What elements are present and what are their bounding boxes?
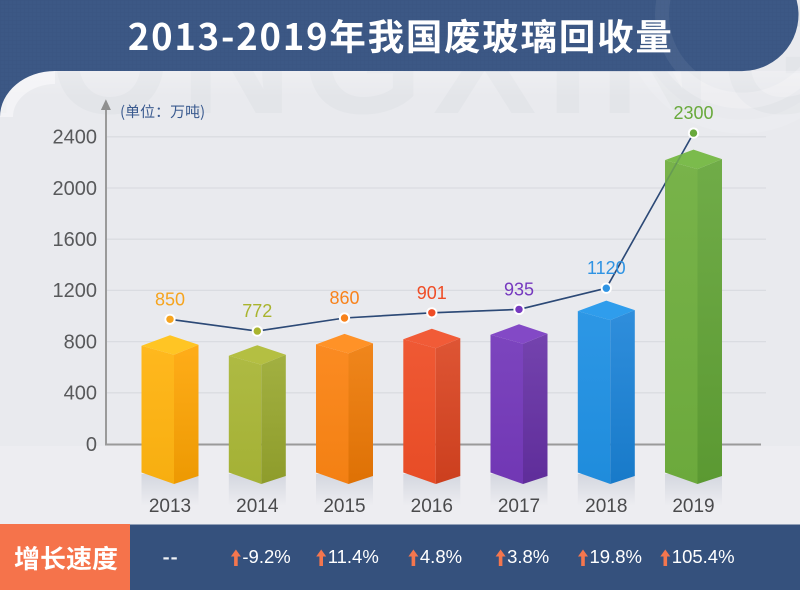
- svg-text:901: 901: [417, 283, 447, 303]
- svg-text:3.8%: 3.8%: [507, 546, 549, 567]
- svg-text:2016: 2016: [411, 496, 453, 517]
- svg-text:4.8%: 4.8%: [420, 546, 462, 567]
- svg-text:2019: 2019: [672, 496, 714, 517]
- svg-text:1200: 1200: [53, 280, 98, 302]
- svg-text:1120: 1120: [587, 258, 626, 278]
- svg-text:2018: 2018: [585, 496, 627, 517]
- svg-text:11.4%: 11.4%: [328, 546, 379, 567]
- svg-text:850: 850: [155, 289, 185, 309]
- svg-text:935: 935: [504, 279, 534, 299]
- svg-text:2013: 2013: [149, 496, 191, 517]
- svg-text:772: 772: [242, 301, 272, 321]
- svg-text:0: 0: [86, 434, 97, 456]
- svg-text:2015: 2015: [323, 496, 365, 517]
- svg-text:2017: 2017: [498, 496, 540, 517]
- svg-text:2400: 2400: [53, 127, 98, 149]
- svg-text:1600: 1600: [53, 229, 98, 251]
- svg-text:400: 400: [64, 383, 97, 405]
- svg-text:2300: 2300: [673, 103, 713, 123]
- svg-text:860: 860: [329, 288, 359, 308]
- svg-text:-9.2%: -9.2%: [242, 546, 290, 567]
- svg-text:2000: 2000: [53, 178, 98, 200]
- svg-text:19.8%: 19.8%: [590, 546, 642, 567]
- svg-text:105.4%: 105.4%: [672, 546, 735, 567]
- svg-text:800: 800: [64, 331, 97, 353]
- svg-text:2014: 2014: [236, 496, 279, 517]
